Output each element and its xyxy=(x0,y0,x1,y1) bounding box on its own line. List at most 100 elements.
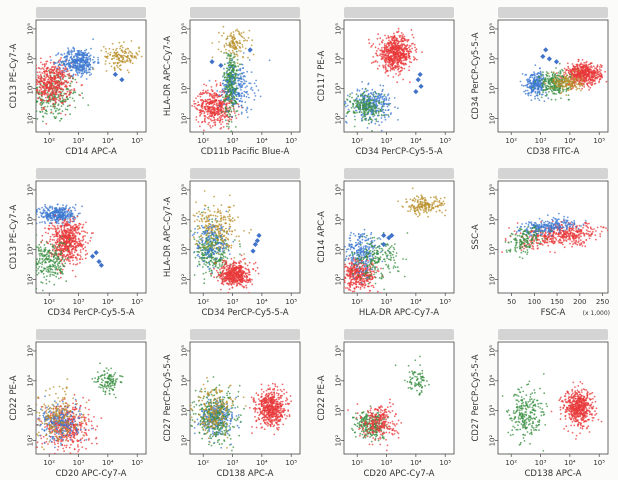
event-point-gold xyxy=(583,82,585,85)
event-point-red xyxy=(201,104,204,106)
event-point-red xyxy=(235,117,238,119)
event-point-red xyxy=(372,56,375,58)
event-point-blue xyxy=(540,93,543,96)
event-point-blue xyxy=(232,89,235,91)
event-point-green xyxy=(352,110,355,113)
event-point-green xyxy=(532,86,534,89)
event-point-blue xyxy=(535,85,538,88)
event-point-red xyxy=(409,57,411,60)
event-point-green xyxy=(66,108,69,111)
event-point-gold xyxy=(578,78,581,81)
event-point-blue xyxy=(529,94,532,97)
event-point-green xyxy=(33,103,35,105)
event-point-red xyxy=(36,89,39,92)
event-point-blue xyxy=(60,60,62,63)
event-point-red xyxy=(202,99,205,102)
event-point-blue xyxy=(382,84,385,87)
event-point-red xyxy=(222,110,225,112)
event-point-red xyxy=(213,121,216,124)
event-point-red xyxy=(402,62,405,65)
event-point-blue xyxy=(230,65,233,68)
event-point-gold xyxy=(576,83,578,86)
event-point-blue xyxy=(344,102,345,104)
event-point-red xyxy=(398,40,401,43)
event-point-red xyxy=(42,87,45,89)
event-point-green xyxy=(554,88,556,91)
event-point-green xyxy=(352,112,355,114)
event-point-red xyxy=(221,114,224,117)
event-point-gold xyxy=(230,35,233,37)
event-point-blue xyxy=(239,85,242,87)
event-point-red xyxy=(67,70,69,72)
event-point-red xyxy=(414,49,417,52)
event-point-blue xyxy=(243,90,246,93)
event-point-green xyxy=(544,85,547,87)
y-tick-label: 10³ xyxy=(335,83,343,95)
event-point-green xyxy=(364,105,367,108)
event-point-gold xyxy=(234,46,237,49)
event-point-blue xyxy=(47,218,50,221)
event-point-blue xyxy=(79,60,82,62)
event-point-green xyxy=(33,80,35,82)
event-point-gold xyxy=(556,81,558,83)
event-point-red xyxy=(588,76,591,78)
event-point-blue xyxy=(238,79,241,82)
event-point-red xyxy=(382,54,384,57)
event-point-green xyxy=(352,104,355,106)
event-point-red xyxy=(46,87,48,90)
event-point-blue xyxy=(528,78,530,80)
event-point-red xyxy=(209,98,212,101)
event-point-blue xyxy=(83,71,86,74)
event-point-blue xyxy=(63,69,66,72)
event-point-red xyxy=(48,76,51,79)
event-point-red xyxy=(590,78,592,81)
event-point-red xyxy=(591,84,593,86)
event-point-blue xyxy=(242,52,245,54)
event-point-red xyxy=(52,92,54,94)
event-point-blue xyxy=(44,203,46,206)
event-point-red xyxy=(368,42,371,45)
event-point-red xyxy=(60,81,63,83)
event-point-blue xyxy=(242,71,245,74)
event-point-green xyxy=(369,99,372,102)
event-point-red xyxy=(41,67,44,69)
event-point-blue xyxy=(74,53,77,55)
event-point-red xyxy=(69,77,71,79)
event-point-red xyxy=(380,55,383,58)
event-point-blue xyxy=(241,100,243,103)
event-point-red xyxy=(408,61,411,63)
event-point-green xyxy=(556,88,559,91)
event-point-red xyxy=(588,72,591,75)
event-point-gold xyxy=(244,47,247,50)
event-point-red xyxy=(45,60,48,63)
event-point-blue xyxy=(367,83,369,86)
event-point-blue xyxy=(228,66,231,69)
event-point-red xyxy=(406,44,409,46)
event-point-blue xyxy=(538,72,540,75)
event-point-blue xyxy=(381,98,384,100)
event-point-red xyxy=(41,72,44,74)
event-point-blue xyxy=(241,72,244,75)
event-point-blue xyxy=(529,86,532,89)
event-point-red xyxy=(390,51,393,54)
event-point-red xyxy=(45,82,48,84)
event-point-red xyxy=(205,92,208,95)
event-point-green xyxy=(557,71,560,74)
event-point-blue xyxy=(86,57,88,59)
event-point-blue xyxy=(545,91,547,94)
event-point-blue xyxy=(68,59,71,61)
event-point-red xyxy=(394,48,397,51)
event-point-gold xyxy=(125,52,128,54)
event-point-red xyxy=(58,69,61,72)
event-point-red xyxy=(397,27,400,30)
event-point-red xyxy=(57,72,59,75)
event-point-green xyxy=(27,99,29,101)
event-point-gold xyxy=(574,84,576,86)
event-point-gold xyxy=(121,46,124,49)
event-point-gold xyxy=(124,55,127,58)
event-point-red xyxy=(222,101,224,103)
event-point-red xyxy=(395,31,398,33)
event-point-red xyxy=(396,61,399,64)
event-point-green xyxy=(374,91,377,94)
event-point-blue xyxy=(246,111,248,113)
